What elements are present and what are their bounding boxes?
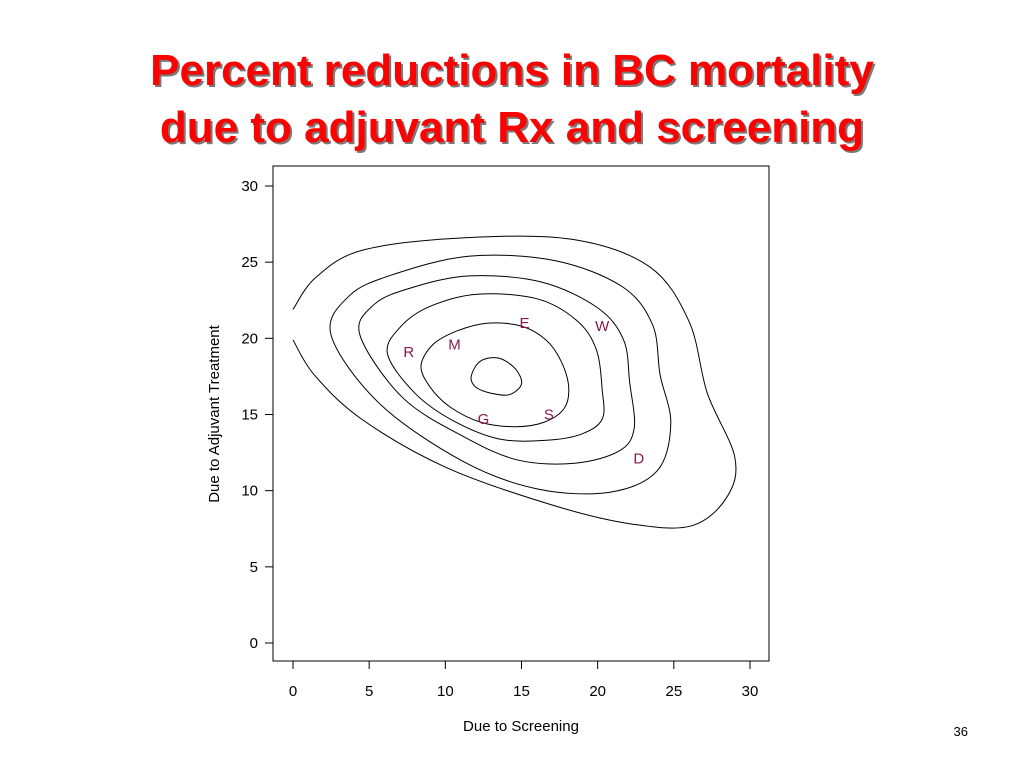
point-label-g: G	[478, 411, 490, 428]
axes: 0 5 10 15 20 25 30 0 5 10 15 20 25 30	[241, 178, 758, 700]
x-tick-label: 30	[742, 683, 759, 700]
point-label-d: D	[633, 451, 644, 468]
y-tick-label: 10	[241, 483, 258, 500]
contour-line-level-4	[358, 275, 636, 465]
x-tick-label: 0	[289, 683, 297, 700]
y-tick-label: 20	[241, 330, 258, 347]
x-axis-label: Due to Screening	[463, 718, 579, 735]
y-axis-label: Due to Adjuvant Treatment	[206, 324, 223, 502]
contour-line-level-3	[386, 293, 605, 442]
contour-line-level-5	[329, 254, 672, 495]
contour-lines	[292, 235, 737, 529]
y-tick-label: 15	[241, 407, 258, 424]
slide-title: Percent reductions in BC mortality due t…	[0, 42, 1024, 156]
point-label-r: R	[403, 344, 414, 361]
x-tick-label: 25	[665, 683, 682, 700]
y-tick-label: 30	[241, 178, 258, 195]
point-label-s: S	[544, 407, 554, 424]
contour-line-level-6	[292, 235, 737, 529]
point-label-w: W	[595, 318, 610, 335]
point-label-m: M	[448, 336, 461, 353]
y-tick-label: 25	[241, 254, 258, 271]
x-tick-label: 20	[589, 683, 606, 700]
point-labels: E W M R S G D	[403, 315, 644, 468]
page-number: 36	[953, 724, 968, 739]
plot-frame	[272, 165, 770, 662]
title-line-2: due to adjuvant Rx and screening	[159, 103, 865, 152]
x-tick-label: 15	[513, 683, 530, 700]
point-label-e: E	[520, 315, 530, 332]
contour-line-level-2	[420, 322, 570, 428]
x-tick-label: 10	[437, 683, 454, 700]
x-tick-label: 5	[365, 683, 373, 700]
contour-line-level-1	[470, 357, 523, 396]
y-tick-label: 0	[250, 635, 258, 652]
title-line-1: Percent reductions in BC mortality	[150, 46, 874, 95]
y-tick-label: 5	[250, 559, 258, 576]
